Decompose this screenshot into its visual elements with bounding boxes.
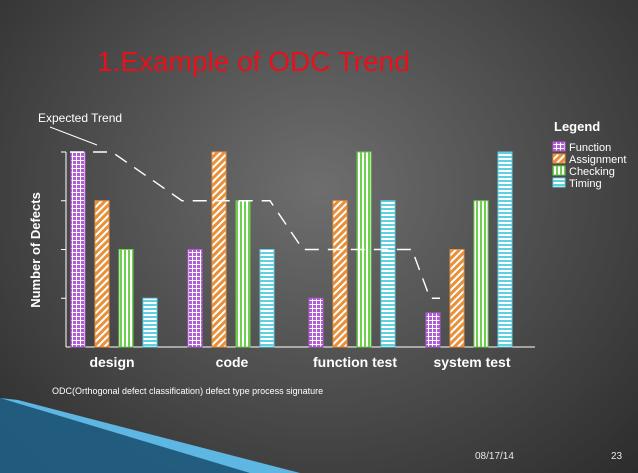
bar-function-system-test [425, 312, 441, 348]
legend-swatch-checking [552, 165, 566, 176]
slide-title: 1.Example of ODC Trend [97, 46, 410, 77]
bar-timing-code [259, 249, 275, 348]
category-label-design: design [89, 354, 134, 370]
y-axis-ticks [61, 151, 66, 299]
legend-label-timing: Timing [569, 178, 602, 190]
bar-timing-function-test [380, 200, 396, 348]
footer-page-number: 23 [611, 451, 623, 462]
bar-assignment-code [211, 151, 227, 348]
y-axis-label: Number of Defects [28, 192, 43, 308]
expected-trend-pointer [49, 126, 98, 146]
legend-title: Legend [554, 119, 600, 134]
bar-assignment-design [94, 200, 110, 348]
expected-trend-line [70, 151, 440, 299]
legend-swatch-assignment [552, 153, 566, 164]
legend-label-function: Function [569, 142, 611, 154]
bar-function-function-test [308, 297, 324, 348]
footer-date: 08/17/14 [475, 451, 514, 462]
legend-label-checking: Checking [569, 166, 615, 178]
bar-checking-design [118, 249, 134, 348]
bar-assignment-function-test [332, 200, 348, 348]
legend-swatch-function [552, 141, 566, 152]
bar-checking-code [235, 200, 251, 348]
expected-trend-label: Expected Trend [38, 111, 122, 125]
category-label-code: code [216, 354, 249, 370]
bar-checking-system-test [473, 200, 489, 348]
bar-group [70, 151, 513, 348]
chart-caption: ODC(Orthogonal defect classification) de… [52, 386, 323, 396]
bar-assignment-system-test [449, 249, 465, 348]
category-label-function-test: function test [313, 354, 397, 370]
bar-function-design [70, 151, 86, 348]
legend-label-assignment: Assignment [569, 154, 626, 166]
category-label-system-test: system test [433, 354, 510, 370]
bar-timing-design [142, 297, 158, 348]
bar-function-code [187, 249, 203, 348]
decorative-swoosh-light [0, 398, 300, 473]
bar-timing-system-test [497, 151, 513, 348]
category-labels: design code function test system test [89, 354, 510, 370]
legend-swatch-timing [552, 177, 566, 188]
